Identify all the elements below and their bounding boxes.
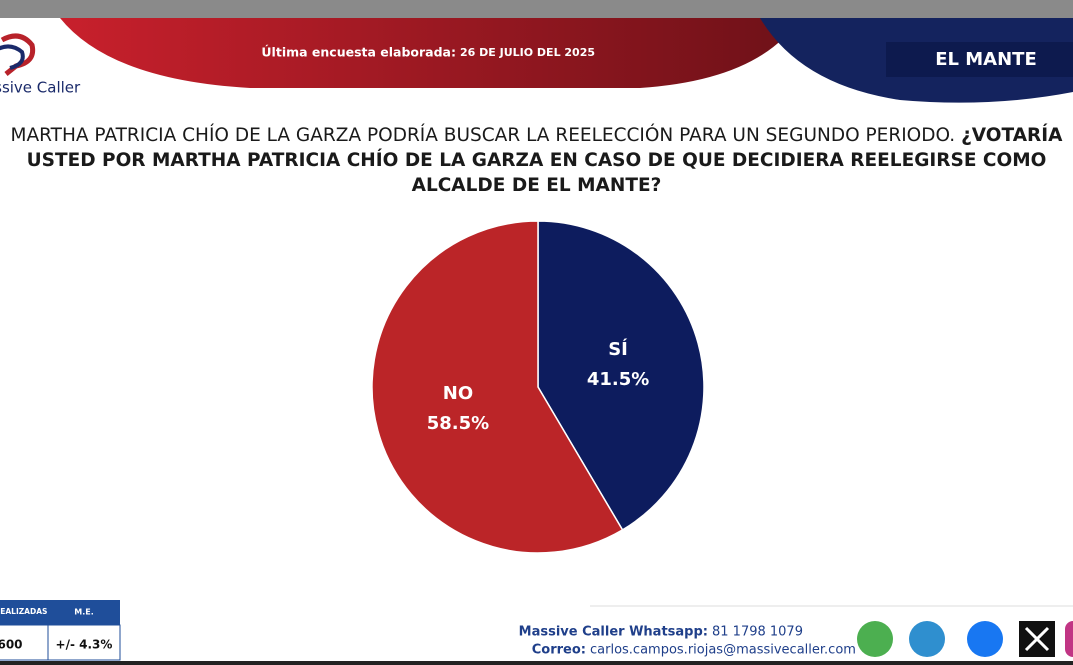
logo-mark	[0, 44, 25, 70]
table-head: ENCUESTAS REALIZADAS	[0, 607, 47, 616]
chart-title: MARTHA PATRICIA CHÍO DE LA GARZA PODRÍA …	[0, 123, 1073, 198]
whatsapp-icon[interactable]	[857, 621, 893, 657]
date-label: Última encuesta elaborada:	[261, 45, 456, 60]
pie-slice	[371, 220, 624, 554]
x-glyph	[1024, 626, 1050, 652]
question-text: ¿VOTARÍA USTED POR MARTHA PATRICIA CHÍO …	[26, 125, 1063, 196]
logo-mark	[0, 33, 36, 76]
header-band	[60, 18, 800, 88]
region: EL MANTE	[935, 49, 1037, 70]
email: carlos.campos.riojas@massivecaller.com	[590, 643, 856, 658]
table-cell: +/- 4.3%	[56, 638, 113, 652]
date: 26 DE JULIO DEL 2025	[460, 46, 595, 59]
top-bar	[0, 0, 1073, 18]
bottom-bar	[0, 661, 1073, 665]
slice-value: 41.5%	[587, 369, 649, 390]
table-body	[0, 624, 121, 661]
telegram-icon[interactable]	[909, 621, 945, 657]
slice-name: SÍ	[608, 338, 628, 360]
pie-slice	[537, 220, 705, 531]
whatsapp-label: Massive Caller Whatsapp:	[519, 625, 708, 640]
table-cell: 600	[0, 638, 23, 652]
table-head: M.E.	[74, 608, 94, 617]
logo-text: Massive Caller	[0, 79, 81, 97]
region-box	[886, 42, 1073, 77]
whatsapp: 81 1798 1079	[712, 625, 803, 640]
email-label: Correo:	[532, 643, 586, 658]
instagram-icon[interactable]	[1065, 621, 1073, 657]
table-header	[0, 600, 120, 625]
title-text: MARTHA PATRICIA CHÍO DE LA GARZA PODRÍA …	[10, 125, 956, 146]
slice-name: NO	[443, 383, 473, 404]
slice-value: 58.5%	[427, 413, 489, 434]
pie: SÍ 41.5% NO 58.5%	[371, 220, 705, 554]
facebook-icon[interactable]	[967, 621, 1003, 657]
